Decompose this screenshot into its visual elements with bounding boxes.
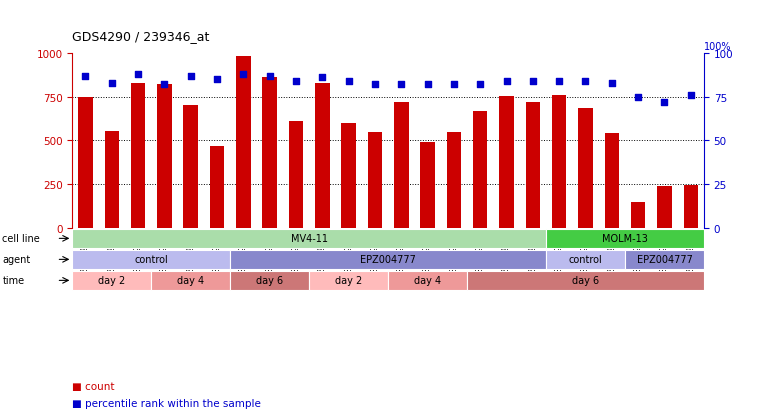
Bar xyxy=(231,250,546,269)
Bar xyxy=(578,109,593,228)
Bar xyxy=(604,134,619,228)
Bar xyxy=(131,83,145,228)
Text: day 2: day 2 xyxy=(98,276,126,286)
Bar xyxy=(72,250,231,269)
Bar xyxy=(72,271,151,290)
Point xyxy=(501,78,513,85)
Text: MOLM-13: MOLM-13 xyxy=(602,234,648,244)
Bar xyxy=(72,229,546,248)
Bar xyxy=(263,78,277,228)
Bar xyxy=(552,95,566,228)
Text: GDS4290 / 239346_at: GDS4290 / 239346_at xyxy=(72,31,210,43)
Bar xyxy=(499,97,514,228)
Text: ■ percentile rank within the sample: ■ percentile rank within the sample xyxy=(72,398,261,408)
Bar xyxy=(158,85,172,228)
Point xyxy=(606,80,618,87)
Bar xyxy=(658,186,672,228)
Point xyxy=(290,78,302,85)
Point xyxy=(106,80,118,87)
Text: EPZ004777: EPZ004777 xyxy=(360,255,416,265)
Text: agent: agent xyxy=(2,255,30,265)
Bar xyxy=(342,123,356,228)
Point xyxy=(79,73,91,80)
Bar xyxy=(526,102,540,228)
Point xyxy=(395,82,407,88)
Point xyxy=(132,71,144,78)
Bar xyxy=(309,271,388,290)
Bar xyxy=(288,122,303,228)
Point xyxy=(369,82,381,88)
Bar xyxy=(683,185,698,228)
Point xyxy=(553,78,565,85)
Bar xyxy=(631,202,645,228)
Point xyxy=(632,94,645,101)
Bar xyxy=(420,143,435,228)
Bar xyxy=(447,132,461,228)
Point xyxy=(658,99,670,106)
Bar xyxy=(151,271,231,290)
Point xyxy=(685,92,697,99)
Point xyxy=(342,78,355,85)
Bar xyxy=(467,271,704,290)
Bar xyxy=(546,229,704,248)
Text: control: control xyxy=(135,255,168,265)
Point xyxy=(447,82,460,88)
Text: day 6: day 6 xyxy=(256,276,283,286)
Text: ■ count: ■ count xyxy=(72,381,115,391)
Text: cell line: cell line xyxy=(2,234,40,244)
Bar xyxy=(104,131,119,228)
Point xyxy=(237,71,250,78)
Text: day 4: day 4 xyxy=(414,276,441,286)
Text: day 4: day 4 xyxy=(177,276,204,286)
Bar xyxy=(368,132,382,228)
Point xyxy=(474,82,486,88)
Bar xyxy=(394,102,409,228)
Bar xyxy=(546,250,625,269)
Point xyxy=(211,76,223,83)
Text: day 6: day 6 xyxy=(572,276,599,286)
Bar xyxy=(473,112,488,228)
Text: EPZ004777: EPZ004777 xyxy=(636,255,693,265)
Bar xyxy=(231,271,309,290)
Text: 100%: 100% xyxy=(704,42,731,52)
Text: time: time xyxy=(2,276,24,286)
Bar xyxy=(236,57,250,228)
Point xyxy=(527,78,539,85)
Text: MV4-11: MV4-11 xyxy=(291,234,328,244)
Point xyxy=(579,78,591,85)
Bar xyxy=(183,106,198,228)
Point xyxy=(185,73,197,80)
Bar xyxy=(315,83,330,228)
Text: day 2: day 2 xyxy=(335,276,362,286)
Text: control: control xyxy=(568,255,603,265)
Point xyxy=(422,82,434,88)
Point xyxy=(263,73,275,80)
Point xyxy=(317,75,329,81)
Bar xyxy=(625,250,704,269)
Bar xyxy=(78,97,93,228)
Bar xyxy=(210,146,224,228)
Bar xyxy=(388,271,467,290)
Point xyxy=(158,82,170,88)
